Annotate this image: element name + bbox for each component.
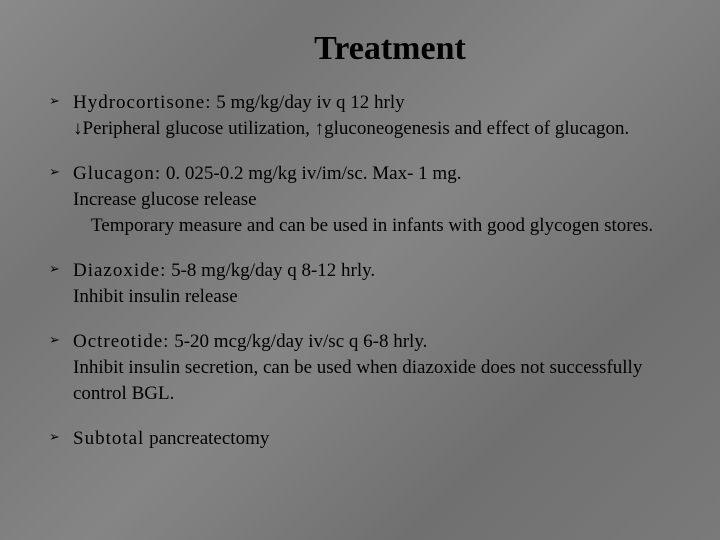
item-first-line: Octreotide: 5-20 mcg/kg/day iv/sc q 6-8 …	[73, 329, 675, 355]
item-first-line: Glucagon: 0. 025-0.2 mg/kg iv/im/sc. Max…	[73, 161, 675, 187]
bullet-icon: ➢	[49, 93, 60, 109]
content-list: ➢ Hydrocortisone: 5 mg/kg/day iv q 12 hr…	[45, 90, 675, 452]
item-first-line: Diazoxide: 5-8 mg/kg/day q 8-12 hrly.	[73, 258, 675, 284]
list-item: ➢ Subtotal pancreatectomy	[45, 426, 675, 452]
drug-name: Subtotal	[73, 428, 144, 449]
bullet-icon: ➢	[49, 332, 60, 348]
bullet-icon: ➢	[49, 164, 60, 180]
slide: Treatment ➢ Hydrocortisone: 5 mg/kg/day …	[0, 0, 720, 540]
list-item: ➢ Hydrocortisone: 5 mg/kg/day iv q 12 hr…	[45, 90, 675, 141]
list-item: ➢ Glucagon: 0. 025-0.2 mg/kg iv/im/sc. M…	[45, 161, 675, 238]
item-detail-line: Inhibit insulin secretion, can be used w…	[73, 355, 675, 406]
dose-text: 5 mg/kg/day iv q 12 hrly	[211, 92, 404, 113]
item-detail-line: Increase glucose release	[73, 187, 675, 213]
item-detail-line: Inhibit insulin release	[73, 284, 675, 310]
item-detail-line: ↓Peripheral glucose utilization, ↑glucon…	[73, 116, 675, 142]
drug-name: Glucagon:	[73, 163, 161, 184]
item-first-line: Subtotal pancreatectomy	[73, 426, 675, 452]
dose-text: 5-20 mcg/kg/day iv/sc q 6-8 hrly.	[169, 331, 427, 352]
bullet-icon: ➢	[49, 429, 60, 445]
list-item: ➢ Octreotide: 5-20 mcg/kg/day iv/sc q 6-…	[45, 329, 675, 406]
slide-title: Treatment	[105, 30, 675, 68]
drug-name: Octreotide:	[73, 331, 169, 352]
drug-name: Hydrocortisone:	[73, 92, 211, 113]
bullet-icon: ➢	[49, 261, 60, 277]
dose-text: pancreatectomy	[144, 428, 269, 449]
dose-text: 5-8 mg/kg/day q 8-12 hrly.	[166, 260, 375, 281]
drug-name: Diazoxide:	[73, 260, 166, 281]
dose-text: 0. 025-0.2 mg/kg iv/im/sc. Max- 1 mg.	[161, 163, 461, 184]
item-detail-line: Temporary measure and can be used in inf…	[73, 213, 675, 239]
item-first-line: Hydrocortisone: 5 mg/kg/day iv q 12 hrly	[73, 90, 675, 116]
list-item: ➢ Diazoxide: 5-8 mg/kg/day q 8-12 hrly.I…	[45, 258, 675, 309]
